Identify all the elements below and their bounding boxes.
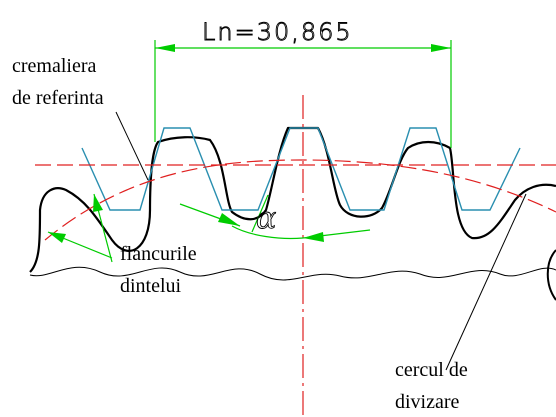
rack-label-line1: cremaliera [12,55,96,77]
gear-tooth-right-edge [546,249,556,301]
flanks-label-line1: flancurile [120,243,197,265]
flanks-label-line2: dintelui [120,275,182,297]
flank-arrow-2 [93,194,103,212]
circle-leader [445,193,527,371]
angle-arrow-left [218,213,240,226]
break-line [29,266,556,281]
angle-flank-line [251,194,269,233]
pitch-circle-arc [44,159,556,241]
dimension-arrow-right [431,44,451,52]
angle-arc [231,225,304,240]
angle-arrow-right [303,232,324,242]
rack-leader [115,111,149,181]
rack-profile [81,127,521,211]
angle-symbol: α [256,201,276,236]
circle-label-line1: cercul de [395,359,468,381]
flank-arrow-1 [48,232,66,243]
dimension-arrow-left [155,44,175,52]
circle-label-line2: divizare [395,391,460,413]
rack-label-line2: de referinta [12,87,104,109]
dimension-text: Ln=30,865 [202,18,353,46]
